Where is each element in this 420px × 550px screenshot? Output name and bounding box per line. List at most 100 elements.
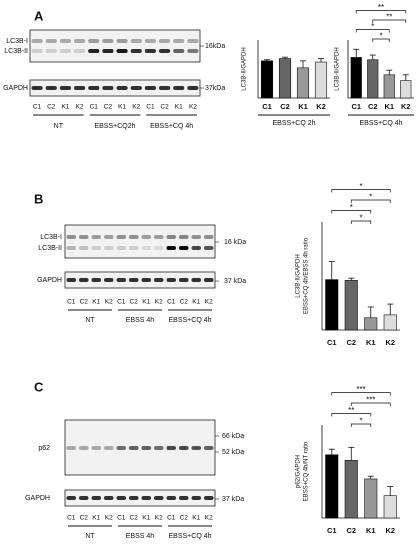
group-label: EBSS+CQ 4h <box>169 533 212 540</box>
band <box>179 278 189 282</box>
band <box>116 246 126 250</box>
y-axis-label: EBSS+CQ 4h/NT ratio <box>304 441 310 501</box>
bar <box>383 495 397 519</box>
lane-label: C2 <box>104 104 113 111</box>
band <box>66 446 76 450</box>
band <box>66 278 76 282</box>
bar <box>364 317 378 331</box>
lane-label: K1 <box>192 299 200 306</box>
significance-label: * <box>350 203 353 212</box>
band <box>141 235 151 239</box>
lane-label: K2 <box>76 104 84 111</box>
x-tick-label: C1 <box>327 338 337 347</box>
x-tick-label: K2 <box>316 102 326 111</box>
band <box>116 39 128 43</box>
bar <box>383 74 395 99</box>
group-label: EBSS 4h <box>126 317 155 324</box>
band-label: GAPDH <box>3 85 28 92</box>
significance-label: * <box>359 182 362 191</box>
band <box>79 235 89 239</box>
band <box>191 235 201 239</box>
lane-label: C1 <box>67 515 76 522</box>
band <box>129 235 139 239</box>
band <box>31 86 43 90</box>
band <box>179 235 189 239</box>
band-label: LC3B-I <box>6 38 28 45</box>
band <box>66 235 76 239</box>
lane-label: K2 <box>205 515 213 522</box>
lane-label: C2 <box>180 299 189 306</box>
group-label: EBSS+CQ2h <box>94 123 135 130</box>
band <box>79 278 89 282</box>
lane-label: K2 <box>105 299 113 306</box>
band <box>102 49 114 53</box>
y-axis-label: LC3B-II/GAPDH <box>335 47 341 90</box>
lane-label: C2 <box>180 515 189 522</box>
bar <box>344 280 358 331</box>
band <box>154 278 164 282</box>
lane-label: K1 <box>118 104 126 111</box>
significance-label: * <box>359 214 362 223</box>
band <box>91 246 101 250</box>
bar <box>325 454 339 519</box>
band <box>31 49 43 53</box>
x-tick-label: K1 <box>298 102 308 111</box>
band <box>154 235 164 239</box>
band <box>91 446 101 450</box>
significance-bracket <box>331 210 372 214</box>
lane-label: K2 <box>132 104 140 111</box>
panel-label: A <box>34 8 44 23</box>
lane-label: K1 <box>192 515 200 522</box>
lane-label: C1 <box>167 299 176 306</box>
lane-label: C2 <box>130 299 139 306</box>
lane-label: K1 <box>175 104 183 111</box>
band <box>104 246 114 250</box>
lane-label: C1 <box>90 104 99 111</box>
bar <box>260 60 274 99</box>
significance-label: * <box>369 193 372 202</box>
band <box>116 446 126 450</box>
band <box>204 446 214 450</box>
x-tick-label: C1 <box>327 526 337 535</box>
significance-label: *** <box>366 396 375 405</box>
band <box>88 49 100 53</box>
band <box>116 86 128 90</box>
band <box>144 86 156 90</box>
x-tick-label: K1 <box>384 102 394 111</box>
band <box>173 39 185 43</box>
band <box>66 496 76 500</box>
group-label: NT <box>85 533 95 540</box>
significance-bracket <box>372 19 407 23</box>
band <box>187 86 199 90</box>
bar <box>350 57 362 99</box>
band <box>191 446 201 450</box>
significance-label: * <box>371 22 374 31</box>
bar <box>296 67 310 99</box>
band <box>91 278 101 282</box>
significance-bracket <box>355 29 390 33</box>
bar <box>364 478 378 519</box>
lane-label: C1 <box>117 515 126 522</box>
band <box>59 39 71 43</box>
bar <box>278 58 292 99</box>
significance-bracket <box>331 189 391 193</box>
bar <box>325 279 339 331</box>
x-tick-label: C1 <box>351 102 361 111</box>
x-axis-label: EBSS+CQ 4h <box>360 120 403 127</box>
lane-label: K1 <box>92 299 100 306</box>
band <box>154 246 164 250</box>
x-tick-label: C2 <box>280 102 290 111</box>
group-label: EBSS+CQ 4h <box>169 317 212 324</box>
band <box>166 446 176 450</box>
bar <box>383 314 397 331</box>
band-label: GAPDH <box>25 495 50 502</box>
lane-label: K2 <box>105 515 113 522</box>
group-label: NT <box>54 123 64 130</box>
band <box>74 39 86 43</box>
bar <box>344 460 358 519</box>
band <box>144 49 156 53</box>
band <box>179 496 189 500</box>
significance-bracket <box>350 402 391 406</box>
x-tick-label: C1 <box>262 102 272 111</box>
band <box>154 496 164 500</box>
